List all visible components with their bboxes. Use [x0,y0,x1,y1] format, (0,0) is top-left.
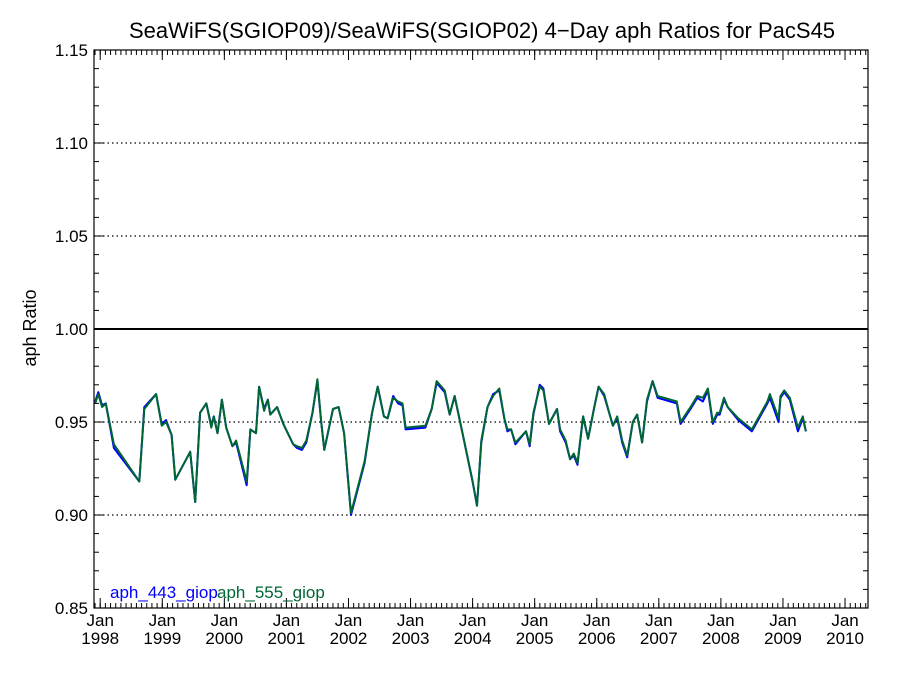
x-tick-label-month: Jan [521,611,548,630]
x-tick-label-month: Jan [211,611,238,630]
y-axis-label: aph Ratio [20,289,40,366]
x-tick-label-month: Jan [707,611,734,630]
x-tick-label-year: 2000 [205,629,243,648]
gridlines [94,142,868,516]
x-tick-label-year: 2005 [516,629,554,648]
x-tick-label-month: Jan [273,611,300,630]
y-tick-label: 0.85 [55,599,88,618]
x-tick-label-month: Jan [583,611,610,630]
x-tick-label-year: 2009 [764,629,802,648]
data-series [94,378,807,516]
x-tick-label-month: Jan [769,611,796,630]
x-tick-label-year: 2006 [578,629,616,648]
y-tick-label: 1.15 [55,41,88,60]
legend-entry-aph-555-giop: aph_555_giop [217,583,325,602]
y-tick-label: 1.05 [55,227,88,246]
x-tick-label-year: 2010 [826,629,864,648]
x-tick-label-year: 2003 [392,629,430,648]
y-tick-label: 0.95 [55,413,88,432]
x-tick-label-year: 1998 [81,629,119,648]
x-tick-label-month: Jan [459,611,486,630]
x-tick-label-month: Jan [645,611,672,630]
x-tick-label-month: Jan [86,611,113,630]
legend: aph_443_giop aph_555_giop [110,583,325,602]
y-tick-label: 1.00 [55,320,88,339]
axes: 0.850.900.951.001.051.101.15Jan1998Jan19… [55,41,869,648]
x-tick-label-year: 2008 [702,629,740,648]
y-tick-label: 1.10 [55,134,88,153]
x-tick-label-year: 2002 [330,629,368,648]
x-tick-label-year: 2004 [454,629,492,648]
legend-entry-aph-443-giop: aph_443_giop [110,583,218,602]
x-tick-label-year: 2007 [640,629,678,648]
x-tick-label-year: 1999 [143,629,181,648]
y-tick-label: 0.90 [55,506,88,525]
x-tick-label-month: Jan [831,611,858,630]
x-tick-label-month: Jan [397,611,424,630]
x-tick-label-month: Jan [149,611,176,630]
x-tick-label-year: 2001 [267,629,305,648]
series-line-aph-555-giop [94,378,807,515]
chart-title: SeaWiFS(SGIOP09)/SeaWiFS(SGIOP02) 4−Day … [129,18,835,43]
x-tick-label-month: Jan [335,611,362,630]
